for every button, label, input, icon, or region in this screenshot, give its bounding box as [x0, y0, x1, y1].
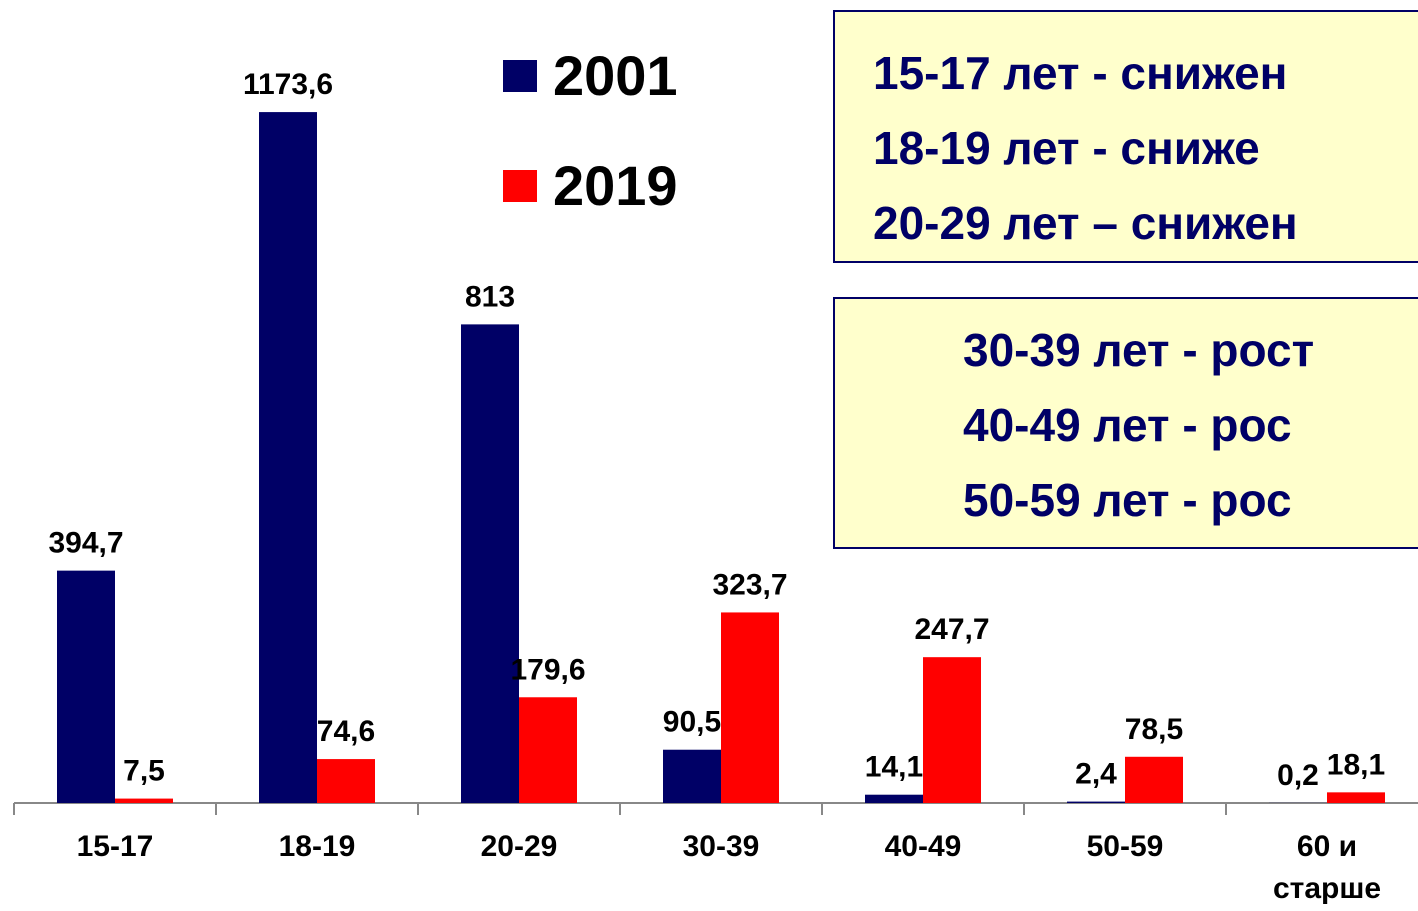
- annotation-line: 18-19 лет - сниже: [873, 122, 1260, 174]
- legend-swatch: [503, 60, 537, 92]
- value-label: 2,4: [1075, 758, 1117, 791]
- value-label: 394,7: [48, 527, 123, 560]
- value-label: 813: [465, 280, 515, 313]
- value-label: 78,5: [1125, 713, 1183, 746]
- bar: [317, 759, 375, 803]
- value-label: 18,1: [1327, 748, 1385, 781]
- annotation-line: 40-49 лет - рос: [963, 399, 1292, 451]
- legend-label: 2001: [553, 44, 678, 107]
- legend-label: 2019: [553, 154, 678, 217]
- value-label: 1173,6: [243, 68, 333, 101]
- bar: [923, 657, 981, 803]
- x-tick-label: 40-49: [884, 830, 962, 863]
- bar: [663, 749, 721, 803]
- bar: [57, 570, 115, 803]
- x-tick-label: 30-39: [682, 830, 760, 863]
- annotation-line: 30-39 лет - рост: [963, 324, 1315, 376]
- bar: [1067, 801, 1125, 803]
- x-tick-label: 50-59: [1086, 830, 1164, 863]
- value-label: 323,7: [712, 568, 787, 601]
- annotation-box: 30-39 лет - рост 40-49 лет - рос 50-59 лет…: [833, 297, 1418, 549]
- value-label: 90,5: [663, 706, 721, 739]
- x-tick-label: 20-29: [480, 830, 558, 863]
- value-label: 14,1: [865, 751, 923, 784]
- x-tick-label: 60 и старше: [1272, 830, 1382, 905]
- x-tick-label: 18-19: [278, 830, 356, 863]
- annotation-box: 15-17 лет - снижен 18-19 лет - сниже 20-29…: [833, 10, 1418, 263]
- legend-swatch: [503, 170, 537, 202]
- value-label: 247,7: [914, 613, 989, 646]
- bar: [865, 794, 923, 803]
- bar: [1125, 756, 1183, 803]
- value-label: 74,6: [317, 715, 375, 748]
- bar: [259, 112, 317, 803]
- x-tick-label: 15-17: [76, 830, 154, 863]
- value-label: 7,5: [123, 755, 165, 788]
- annotation-line: 20-29 лет – снижен: [873, 197, 1298, 249]
- bar: [519, 697, 577, 803]
- annotation-line: 50-59 лет - рос: [963, 474, 1292, 526]
- bar: [1327, 792, 1385, 803]
- value-label: 179,6: [510, 653, 585, 686]
- bar: [721, 612, 779, 803]
- annotation-line: 15-17 лет - снижен: [873, 47, 1288, 99]
- bar: [115, 798, 173, 803]
- bar: [461, 324, 519, 803]
- value-label: 0,2: [1277, 759, 1319, 792]
